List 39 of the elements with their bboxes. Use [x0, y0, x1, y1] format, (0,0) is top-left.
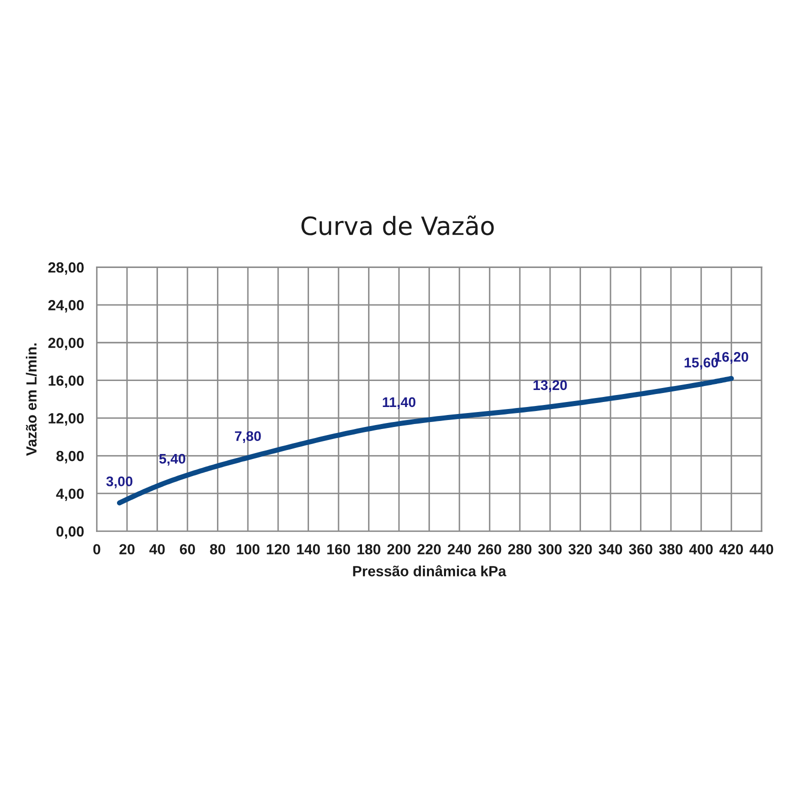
x-tick-label: 120 — [266, 544, 290, 554]
x-tick-label: 440 — [750, 544, 774, 554]
x-tick-label: 260 — [478, 544, 502, 554]
x-tick-label: 0 — [93, 544, 100, 554]
x-tick-label: 220 — [418, 544, 441, 554]
x-tick-label: 380 — [659, 544, 683, 554]
data-label: 7,80 — [234, 431, 261, 444]
x-tick-label: 320 — [568, 544, 592, 554]
x-tick-label: 420 — [719, 544, 743, 554]
x-tick-label: 160 — [327, 544, 350, 554]
x-tick-label: 200 — [387, 544, 411, 554]
data-label: 5,40 — [159, 454, 186, 466]
x-tick-label: 40 — [149, 544, 165, 554]
y-tick-label: 20,00 — [48, 338, 84, 350]
x-tick-label: 400 — [689, 544, 713, 554]
y-tick-label: 0,00 — [56, 526, 84, 539]
x-tick-label: 140 — [297, 544, 320, 554]
y-tick-label: 24,00 — [48, 300, 84, 312]
data-label: 13,20 — [534, 380, 567, 392]
x-tick-label: 100 — [236, 544, 260, 554]
data-label: 3,00 — [106, 476, 132, 488]
y-tick-label: 28,00 — [48, 262, 84, 275]
data-label: 11,40 — [382, 397, 416, 410]
x-tick-label: 60 — [180, 544, 195, 554]
x-tick-label: 360 — [628, 544, 652, 554]
y-tick-label: 4,00 — [56, 488, 84, 502]
y-axis-title: Vazão em L/min. — [26, 343, 37, 456]
x-axis-title: Pressão dinâmica kPa — [353, 565, 506, 576]
y-tick-label: 8,00 — [56, 450, 84, 464]
x-tick-label: 240 — [448, 544, 471, 554]
x-tick-label: 180 — [358, 544, 380, 554]
y-tick-label: 12,00 — [48, 413, 84, 426]
chart-title: Curva de Vazão — [301, 215, 494, 236]
x-tick-label: 80 — [210, 544, 226, 554]
x-tick-label: 280 — [508, 544, 532, 554]
y-tick-label: 16,00 — [48, 375, 84, 388]
x-tick-label: 20 — [119, 544, 135, 554]
x-tick-label: 300 — [538, 544, 562, 554]
x-tick-label: 340 — [598, 544, 622, 554]
